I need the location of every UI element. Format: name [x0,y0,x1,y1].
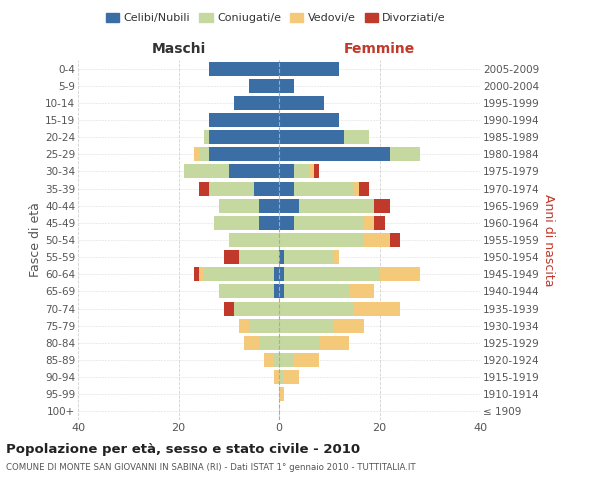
Bar [279,268,284,281]
Bar [214,216,259,230]
Bar [355,302,400,316]
Text: COMUNE DI MONTE SAN GIOVANNI IN SABINA (RI) - Dati ISTAT 1° gennaio 2010 - TUTTI: COMUNE DI MONTE SAN GIOVANNI IN SABINA (… [6,462,416,471]
Bar [314,164,319,178]
Bar [194,268,199,281]
Bar [274,370,279,384]
Bar [334,250,340,264]
Bar [274,284,279,298]
Bar [294,353,319,367]
Bar [279,336,319,350]
Bar [279,78,294,92]
Bar [229,233,279,247]
Bar [279,318,334,332]
Bar [279,96,324,110]
Bar [279,353,294,367]
Bar [389,233,400,247]
Bar [319,336,349,350]
Bar [224,302,234,316]
Bar [389,148,420,162]
Bar [254,182,279,196]
Bar [203,130,209,144]
Bar [294,216,364,230]
Bar [279,113,340,127]
Bar [209,148,279,162]
Bar [229,164,279,178]
Bar [279,302,355,316]
Text: Femmine: Femmine [344,42,415,56]
Bar [349,284,374,298]
Bar [209,130,279,144]
Bar [249,78,279,92]
Bar [224,250,239,264]
Bar [294,164,309,178]
Bar [218,198,259,212]
Bar [279,370,284,384]
Bar [334,318,364,332]
Bar [284,250,334,264]
Bar [374,198,389,212]
Bar [199,268,203,281]
Bar [359,182,370,196]
Bar [194,148,199,162]
Bar [203,268,274,281]
Bar [239,318,249,332]
Y-axis label: Anni di nascita: Anni di nascita [542,194,556,286]
Bar [239,250,279,264]
Bar [279,148,389,162]
Bar [279,233,364,247]
Bar [279,284,284,298]
Bar [279,250,284,264]
Bar [364,216,374,230]
Bar [209,113,279,127]
Legend: Celibi/Nubili, Coniugati/e, Vedovi/e, Divorziati/e: Celibi/Nubili, Coniugati/e, Vedovi/e, Di… [101,8,451,28]
Bar [299,198,374,212]
Bar [199,182,209,196]
Bar [284,268,380,281]
Bar [279,164,294,178]
Bar [279,130,344,144]
Bar [279,62,340,76]
Bar [234,96,279,110]
Bar [184,164,229,178]
Bar [374,216,385,230]
Bar [209,182,254,196]
Bar [259,198,279,212]
Bar [209,62,279,76]
Bar [259,216,279,230]
Bar [279,182,294,196]
Text: Popolazione per età, sesso e stato civile - 2010: Popolazione per età, sesso e stato civil… [6,442,360,456]
Bar [274,268,279,281]
Bar [219,284,274,298]
Bar [279,216,294,230]
Bar [199,148,209,162]
Text: Maschi: Maschi [151,42,206,56]
Bar [279,388,284,402]
Bar [284,370,299,384]
Bar [355,182,359,196]
Bar [279,198,299,212]
Bar [294,182,355,196]
Bar [284,284,349,298]
Y-axis label: Fasce di età: Fasce di età [29,202,42,278]
Bar [274,353,279,367]
Bar [249,318,279,332]
Bar [264,353,274,367]
Bar [244,336,259,350]
Bar [259,336,279,350]
Bar [309,164,314,178]
Bar [364,233,389,247]
Bar [234,302,279,316]
Bar [380,268,420,281]
Bar [344,130,370,144]
